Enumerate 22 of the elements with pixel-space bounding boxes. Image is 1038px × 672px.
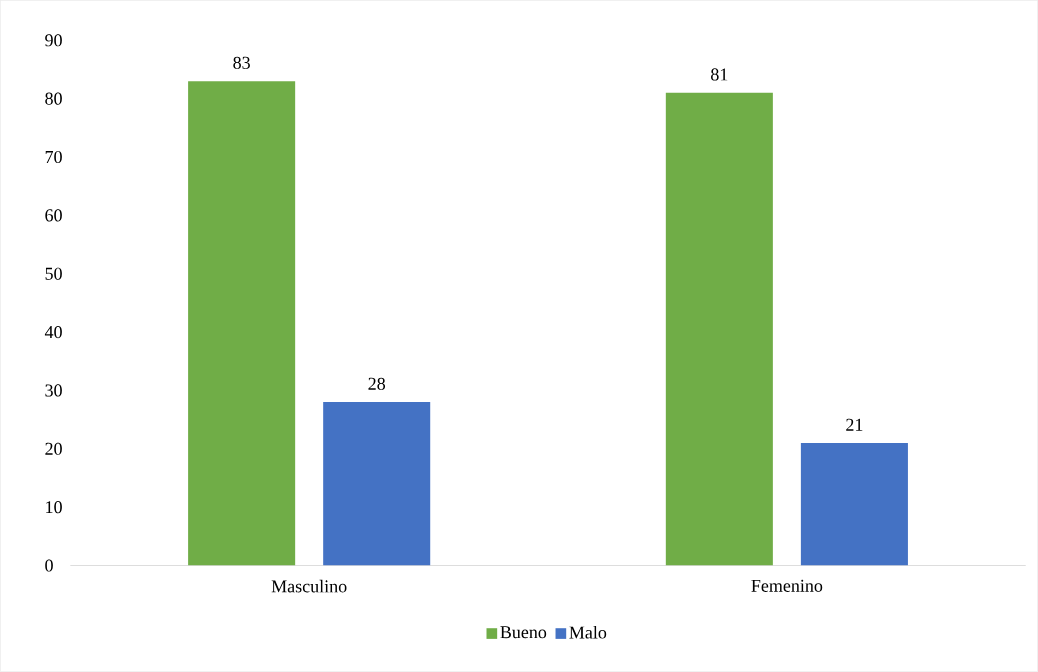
y-tick-label: 90 (45, 34, 62, 47)
data-label: 83 (233, 56, 250, 69)
bar (800, 443, 908, 566)
y-tick-label: 70 (45, 150, 62, 164)
y-tick-label: 30 (45, 384, 62, 397)
y-tick-label: 50 (45, 267, 62, 280)
y-tick-label: 0 (45, 559, 53, 572)
legend-label: Malo (569, 626, 607, 639)
y-tick-label: 20 (45, 442, 62, 455)
y-tick-label: 80 (45, 92, 62, 105)
data-label: 81 (711, 68, 728, 81)
y-tick-label: 40 (44, 326, 62, 339)
bar (323, 402, 431, 566)
bar (188, 81, 296, 566)
legend-label: Bueno (500, 626, 547, 639)
x-tick-label: Femenino (751, 579, 823, 592)
bar (665, 92, 773, 566)
y-tick-label: 60 (45, 209, 62, 222)
data-label: 28 (368, 377, 386, 390)
data-label: 21 (846, 418, 863, 431)
x-tick-label: Masculino (271, 579, 347, 593)
y-tick-label: 10 (46, 501, 62, 514)
